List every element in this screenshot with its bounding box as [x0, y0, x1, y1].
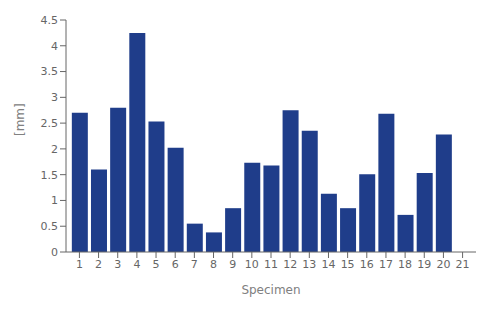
- svg-text:11: 11: [264, 258, 278, 271]
- svg-text:Specimen: Specimen: [241, 283, 300, 297]
- svg-text:12: 12: [283, 258, 297, 271]
- svg-text:0: 0: [51, 246, 58, 259]
- svg-text:18: 18: [398, 258, 412, 271]
- svg-text:21: 21: [456, 258, 470, 271]
- svg-text:6: 6: [172, 258, 179, 271]
- svg-text:17: 17: [379, 258, 393, 271]
- svg-text:8: 8: [210, 258, 217, 271]
- svg-text:3: 3: [114, 258, 121, 271]
- svg-text:7: 7: [191, 258, 198, 271]
- svg-text:2: 2: [95, 258, 102, 271]
- svg-text:3: 3: [51, 91, 58, 104]
- svg-text:15: 15: [341, 258, 355, 271]
- svg-text:4: 4: [133, 258, 140, 271]
- svg-text:1: 1: [76, 258, 83, 271]
- svg-text:10: 10: [245, 258, 259, 271]
- svg-text:3.5: 3.5: [41, 65, 59, 78]
- svg-text:16: 16: [360, 258, 374, 271]
- svg-text:0.5: 0.5: [41, 220, 59, 233]
- svg-text:13: 13: [302, 258, 316, 271]
- svg-text:[mm]: [mm]: [13, 103, 27, 136]
- svg-text:19: 19: [417, 258, 431, 271]
- svg-text:4: 4: [51, 40, 58, 53]
- svg-text:4.5: 4.5: [41, 14, 59, 27]
- svg-text:14: 14: [321, 258, 335, 271]
- svg-text:20: 20: [436, 258, 450, 271]
- svg-text:2: 2: [51, 143, 58, 156]
- svg-text:2.5: 2.5: [41, 117, 59, 130]
- svg-text:9: 9: [229, 258, 236, 271]
- svg-text:1.5: 1.5: [41, 169, 59, 182]
- svg-text:5: 5: [153, 258, 160, 271]
- svg-text:1: 1: [51, 194, 58, 207]
